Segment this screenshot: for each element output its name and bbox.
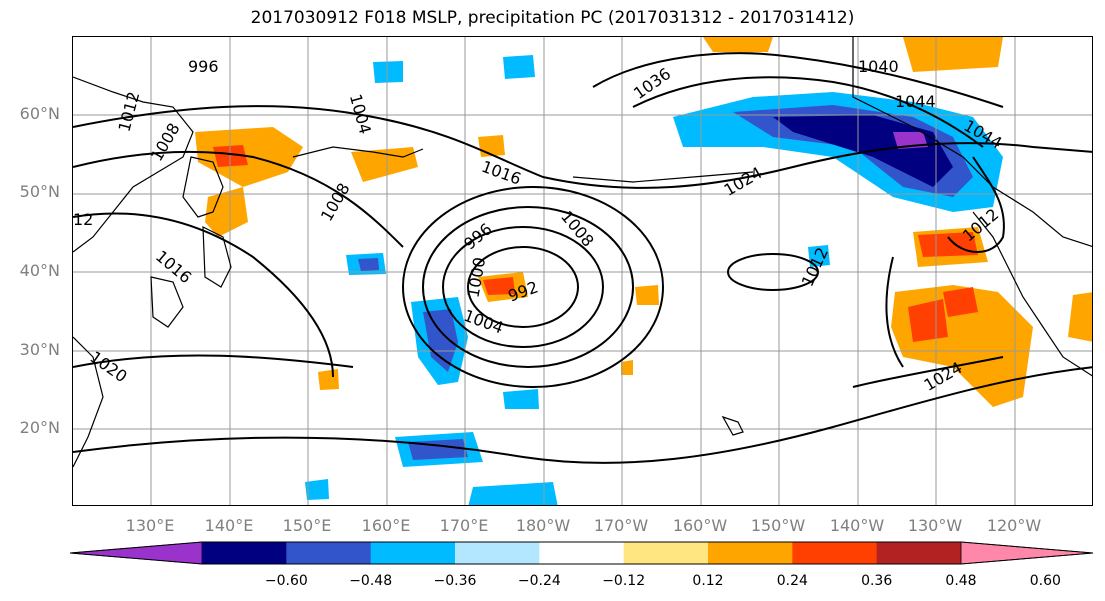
colorbar-tick-label: −0.24 (517, 573, 561, 589)
contour-label: 1008 (147, 120, 184, 165)
contour-label: 1040 (858, 57, 899, 76)
colorbar-tick-label: 0.48 (945, 573, 977, 589)
lon-label: 140°W (829, 516, 885, 535)
mslp-contours (73, 52, 1092, 464)
contour-label: 1004 (461, 306, 506, 338)
contour-label: 1016 (479, 157, 524, 189)
lon-label: 160°W (672, 516, 728, 535)
map-canvas: 996 1012 1008 1004 1008 12 1016 1020 101… (73, 37, 1092, 505)
colorbar-tick-label: −0.12 (602, 573, 646, 589)
colorbar-tick-label: −0.48 (349, 573, 393, 589)
colorbar-tick-label: −0.36 (433, 573, 477, 589)
lon-label: 170°W (593, 516, 649, 535)
lon-label: 130°W (907, 516, 963, 535)
coastlines (73, 37, 1092, 468)
lat-label: 20°N (19, 418, 60, 437)
lon-label: 130°E (125, 516, 175, 535)
colorbar-tick-label: −0.60 (264, 573, 308, 589)
contour-label: 1044 (895, 92, 936, 111)
precip-negative-shading (305, 55, 1003, 505)
contour-label: 1008 (317, 180, 354, 225)
lat-label: 30°N (19, 340, 60, 359)
contour-label: 12 (73, 210, 93, 229)
contour-label: 1012 (114, 90, 143, 134)
contour-label: 1020 (86, 347, 130, 386)
lon-label: 150°E (282, 516, 332, 535)
graticule (73, 37, 1092, 505)
contour-label: 996 (188, 57, 219, 76)
colorbar-cell (792, 542, 878, 564)
colorbar-cell (370, 542, 456, 564)
lon-label: 170°E (439, 516, 489, 535)
lat-label: 40°N (19, 261, 60, 280)
colorbar-cell (876, 542, 962, 564)
precip-positive-shading (195, 37, 1092, 407)
colorbar-tick-label: 0.36 (861, 573, 893, 589)
colorbar-cell (455, 542, 540, 564)
colorbar-tick-label: 0.24 (776, 573, 808, 589)
colorbar-cell (286, 542, 372, 564)
colorbar-cell (960, 541, 1094, 565)
map-title: 2017030912 F018 MSLP, precipitation PC (… (250, 8, 855, 28)
lat-label: 50°N (19, 182, 60, 201)
colorbar-tick-label: 0.60 (1029, 573, 1061, 589)
contour-label: 1016 (152, 246, 195, 287)
colorbar-cell (539, 542, 625, 564)
lon-label: 150°W (750, 516, 806, 535)
colorbar (70, 541, 1094, 565)
colorbar-cell (623, 542, 709, 564)
colorbar-tick-label: 0.12 (692, 573, 724, 589)
colorbar-cell (708, 542, 793, 564)
lon-label: 140°E (204, 516, 254, 535)
contour-label: 1012 (798, 244, 832, 289)
lon-label: 120°W (986, 516, 1042, 535)
colorbar-outline (70, 541, 1094, 565)
lat-label: 60°N (19, 104, 60, 123)
colorbar-cell (70, 541, 203, 565)
contour-label: 1036 (630, 64, 674, 103)
map-panel: 996 1012 1008 1004 1008 12 1016 1020 101… (72, 36, 1093, 506)
lon-label: 180°W (515, 516, 571, 535)
lon-label: 160°E (361, 516, 411, 535)
colorbar-cell (202, 542, 287, 564)
